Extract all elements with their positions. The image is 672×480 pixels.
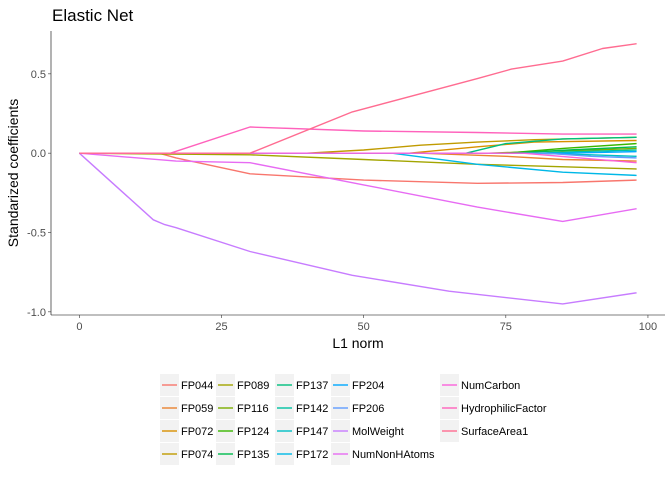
y-tick-label: -1.0	[27, 307, 46, 319]
legend-label: FP147	[296, 426, 328, 438]
y-tick-label: 0.5	[31, 69, 46, 81]
chart-title: Elastic Net	[52, 6, 134, 25]
series-line-fp172	[79, 152, 637, 177]
legend-item-fp116: FP116	[216, 397, 269, 419]
x-tick-label: 0	[76, 321, 82, 333]
legend-label: FP172	[296, 449, 328, 461]
legend-label: FP124	[237, 426, 269, 438]
legend-item-fp137: FP137	[275, 374, 328, 396]
legend-item-molweight: MolWeight	[331, 420, 404, 442]
series-line-numnonhatoms	[79, 152, 637, 223]
x-axis-title: L1 norm	[332, 335, 383, 351]
legend-label: FP059	[181, 403, 213, 415]
legend-item-numcarbon: NumCarbon	[440, 374, 520, 396]
legend-label: FP204	[352, 380, 384, 392]
plot-lines	[78, 43, 637, 305]
legend-item-hydrophilicfactor: HydrophilicFactor	[440, 397, 547, 419]
legend-item-fp089: FP089	[216, 374, 269, 396]
legend-item-fp124: FP124	[216, 420, 269, 442]
legend-item-fp142: FP142	[275, 397, 328, 419]
legend-item-fp204: FP204	[331, 374, 384, 396]
y-tick-label: -0.5	[27, 227, 46, 239]
legend-label: FP142	[296, 403, 328, 415]
legend-label: FP137	[296, 380, 328, 392]
legend-item-fp135: FP135	[216, 443, 269, 465]
legend-item-fp072: FP072	[160, 420, 213, 442]
legend-item-fp059: FP059	[160, 397, 213, 419]
x-tick-label: 75	[500, 321, 512, 333]
legend: FP044 FP059 FP072 FP074 FP089 FP116 FP124 FP135…	[160, 374, 547, 465]
x-tick-label: 100	[639, 321, 657, 333]
legend-label: FP074	[181, 449, 213, 461]
legend-label: HydrophilicFactor	[461, 403, 547, 415]
legend-label: NumNonHAtoms	[352, 449, 435, 461]
legend-label: SurfaceArea1	[461, 426, 528, 438]
y-axis-title: Standarized coefficients	[5, 99, 21, 247]
x-tick-label: 50	[358, 321, 370, 333]
legend-label: FP044	[181, 380, 213, 392]
legend-label: NumCarbon	[461, 380, 520, 392]
legend-item-fp172: FP172	[275, 443, 328, 465]
legend-item-fp206: FP206	[331, 397, 384, 419]
legend-label: MolWeight	[352, 426, 404, 438]
legend-item-numnonhatoms: NumNonHAtoms	[331, 443, 435, 465]
legend-label: FP072	[181, 426, 213, 438]
x-tick-label: 25	[215, 321, 227, 333]
series-line-numcarbon	[79, 152, 637, 164]
legend-item-fp044: FP044	[160, 374, 213, 396]
series-line-fp089	[79, 152, 637, 170]
series-line-molweight	[78, 152, 637, 305]
axis-ticks: 0 25 50 75 100 -1.0 -0.5 0.0 0.5	[27, 69, 657, 333]
legend-item-surfacearea1: SurfaceArea1	[440, 420, 528, 442]
y-tick-label: 0.0	[31, 148, 46, 160]
series-line-fp044	[79, 152, 637, 184]
series-line-surfacearea1	[79, 43, 637, 154]
legend-label: FP206	[352, 403, 384, 415]
legend-label: FP135	[237, 449, 269, 461]
legend-item-fp147: FP147	[275, 420, 328, 442]
legend-item-fp074: FP074	[160, 443, 213, 465]
legend-label: FP116	[237, 403, 269, 415]
legend-label: FP089	[237, 380, 269, 392]
